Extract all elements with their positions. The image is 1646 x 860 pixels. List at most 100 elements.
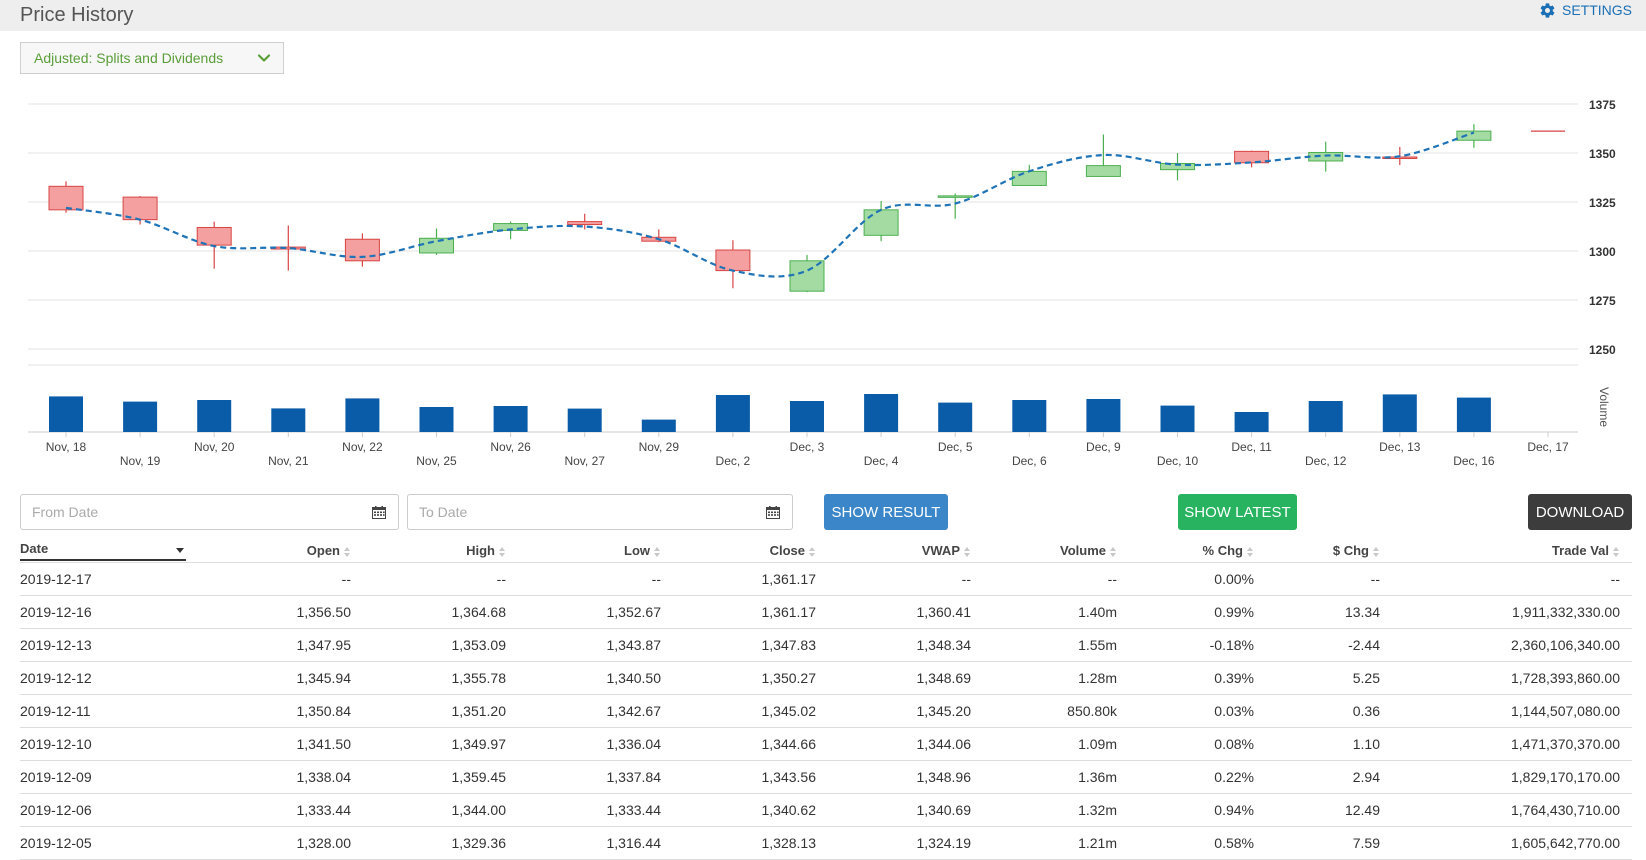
- table-cell: 1,343.87: [518, 628, 673, 662]
- x-tick-label: Nov, 20: [194, 440, 235, 454]
- candle[interactable]: [419, 237, 454, 254]
- table-cell: 2019-12-16: [20, 595, 190, 629]
- table-cell: 1,344.06: [828, 727, 983, 761]
- table-cell: 1,353.09: [363, 628, 518, 662]
- column-header-vwap[interactable]: VWAP: [828, 540, 983, 563]
- adjustment-dropdown[interactable]: Adjusted: Splits and Dividends: [20, 42, 284, 74]
- volume-bar[interactable]: [567, 408, 602, 432]
- volume-bar[interactable]: [1308, 401, 1343, 432]
- vwap-line: [65, 131, 1475, 278]
- column-header-open[interactable]: Open: [190, 540, 363, 563]
- table-cell: 1,345.02: [673, 694, 828, 728]
- y-tick-label: 1325: [1589, 196, 1616, 210]
- column-header-low[interactable]: Low: [518, 540, 673, 563]
- volume-bar[interactable]: [1086, 399, 1121, 432]
- sort-icon: [964, 546, 971, 557]
- table-cell: 1,348.34: [828, 628, 983, 662]
- table-cell: 13.34: [1266, 595, 1392, 629]
- volume-bar[interactable]: [345, 398, 380, 432]
- volume-bar[interactable]: [1012, 400, 1047, 432]
- table-cell: 1,829,170,170.00: [1392, 760, 1632, 794]
- show-result-button[interactable]: SHOW RESULT: [824, 494, 948, 530]
- chevron-down-icon: [257, 51, 271, 65]
- candle[interactable]: [1308, 151, 1344, 162]
- table-cell: 2019-12-13: [20, 628, 190, 662]
- volume-bar[interactable]: [641, 419, 676, 432]
- table-cell: 1,359.45: [363, 760, 518, 794]
- sort-icon: [1247, 546, 1254, 557]
- column-header-dollar-chg[interactable]: $ Chg: [1266, 540, 1392, 563]
- column-header-date[interactable]: Date: [20, 540, 190, 563]
- volume-bar[interactable]: [49, 396, 83, 432]
- table-cell: 0.99%: [1129, 595, 1266, 629]
- table-cell: 12.49: [1266, 793, 1392, 827]
- x-tick-label: Dec, 17: [1527, 440, 1569, 454]
- volume-bar[interactable]: [715, 395, 750, 432]
- x-tick-label: Dec, 9: [1086, 440, 1121, 454]
- column-header-trade-val[interactable]: Trade Val: [1392, 540, 1632, 563]
- show-latest-button[interactable]: SHOW LATEST: [1178, 494, 1297, 530]
- table-cell: 0.00%: [1129, 562, 1266, 596]
- table-cell: 1,343.56: [673, 760, 828, 794]
- table-cell: 0.08%: [1129, 727, 1266, 761]
- table-cell: 0.36: [1266, 694, 1392, 728]
- calendar-icon[interactable]: [372, 506, 386, 519]
- table-cell: 1,336.04: [518, 727, 673, 761]
- table-cell: 0.03%: [1129, 694, 1266, 728]
- sort-desc-icon: [176, 548, 184, 554]
- volume-bar[interactable]: [271, 408, 306, 432]
- table-cell: 1,471,370,370.00: [1392, 727, 1632, 761]
- candle[interactable]: [789, 260, 825, 292]
- column-header-close[interactable]: Close: [673, 540, 828, 563]
- from-date-input[interactable]: [20, 494, 399, 530]
- candle[interactable]: [1160, 162, 1195, 171]
- table-cell: 1,350.84: [190, 694, 363, 728]
- volume-bar[interactable]: [790, 401, 824, 432]
- table-cell: 1,144,507,080.00: [1392, 694, 1632, 728]
- to-date-input[interactable]: [407, 494, 793, 530]
- candle[interactable]: [937, 195, 973, 198]
- volume-bar[interactable]: [123, 401, 158, 432]
- table-cell: 7.59: [1266, 826, 1392, 860]
- column-header-pct-chg[interactable]: % Chg: [1129, 540, 1266, 563]
- candle[interactable]: [1234, 150, 1270, 164]
- candle[interactable]: [1085, 165, 1121, 177]
- candle[interactable]: [48, 185, 84, 211]
- candle[interactable]: [863, 209, 899, 236]
- price-chart: 1250 1275 1300 1325 1350 1375 Nov, 18 Nov, 19 N…: [28, 98, 1616, 468]
- volume-bar[interactable]: [1160, 405, 1195, 432]
- table-cell: 1,911,332,330.00: [1392, 595, 1632, 629]
- table-cell: 2019-12-11: [20, 694, 190, 728]
- column-header-high[interactable]: High: [363, 540, 518, 563]
- volume-bar[interactable]: [419, 407, 454, 432]
- table-cell: 1,351.20: [363, 694, 518, 728]
- y-tick-label: 1350: [1589, 147, 1616, 161]
- calendar-icon[interactable]: [766, 506, 780, 519]
- x-tick-label: Nov, 19: [120, 454, 161, 468]
- volume-bar[interactable]: [864, 394, 899, 432]
- volume-bar[interactable]: [1234, 412, 1269, 432]
- volume-bar[interactable]: [938, 402, 973, 432]
- y-tick-label: 1300: [1589, 245, 1616, 259]
- table-cell: 1,340.69: [828, 793, 983, 827]
- table-cell: 1.28m: [983, 661, 1129, 695]
- table-cell: 1,340.50: [518, 661, 673, 695]
- volume-bar[interactable]: [197, 400, 232, 432]
- candle[interactable]: [1011, 170, 1047, 186]
- volume-bar[interactable]: [493, 406, 528, 432]
- download-button[interactable]: DOWNLOAD: [1528, 494, 1632, 530]
- x-tick-label: Dec, 3: [790, 440, 825, 454]
- table-row: 2019-12-13 1,347.95 1,353.09 1,343.87 1,347.…: [20, 628, 1632, 662]
- y-tick-label: 1375: [1589, 98, 1616, 112]
- column-header-volume[interactable]: Volume: [983, 540, 1129, 563]
- table-cell: --: [363, 562, 518, 596]
- candle[interactable]: [1456, 130, 1492, 141]
- volume-bar[interactable]: [1382, 394, 1417, 432]
- candle[interactable]: [270, 246, 306, 250]
- volume-bar[interactable]: [1456, 397, 1491, 432]
- table-row: 2019-12-11 1,350.84 1,351.20 1,342.67 1,345.…: [20, 694, 1632, 728]
- volume-axis-label: Volume: [1597, 387, 1611, 427]
- settings-link[interactable]: SETTINGS: [1539, 0, 1632, 20]
- candle[interactable]: [567, 221, 603, 226]
- table-cell: 1,352.67: [518, 595, 673, 629]
